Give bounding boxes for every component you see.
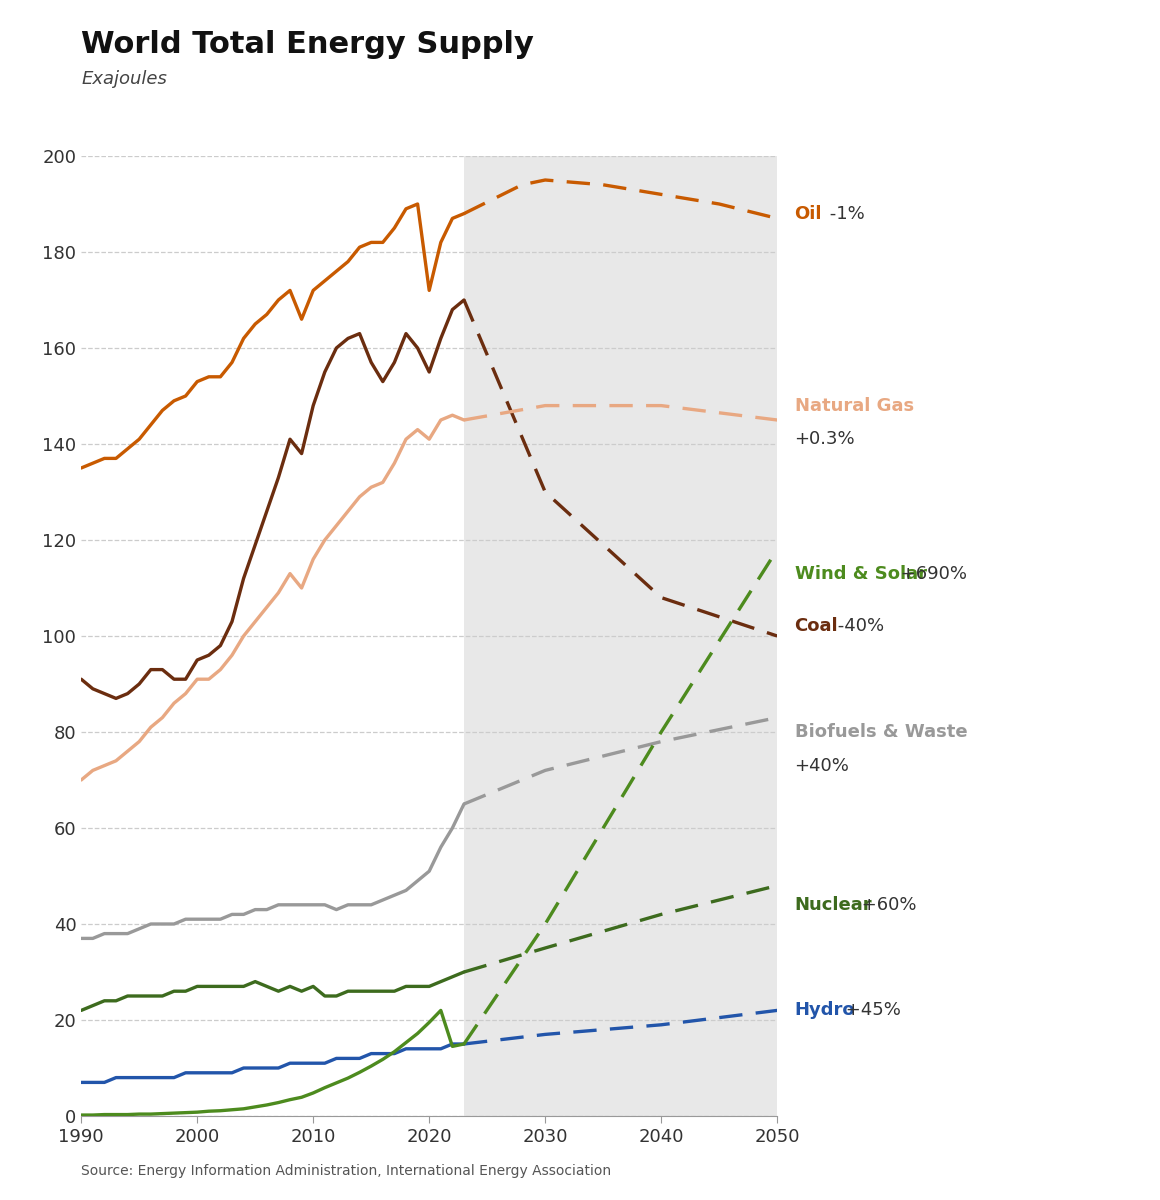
Text: Wind & Solar: Wind & Solar <box>795 565 927 582</box>
Text: Hydro: Hydro <box>795 1001 855 1019</box>
Text: +0.3%: +0.3% <box>795 430 855 448</box>
Text: +690%: +690% <box>896 565 967 582</box>
Text: -40%: -40% <box>832 617 884 636</box>
Text: +40%: +40% <box>795 756 849 775</box>
Text: +45%: +45% <box>840 1001 900 1019</box>
Text: Biofuels & Waste: Biofuels & Waste <box>795 722 967 740</box>
Text: Oil: Oil <box>795 204 822 222</box>
Text: Exajoules: Exajoules <box>81 70 167 88</box>
Text: Natural Gas: Natural Gas <box>795 396 914 414</box>
Text: Nuclear: Nuclear <box>795 895 872 914</box>
Text: -1%: -1% <box>824 204 865 222</box>
Text: Coal: Coal <box>795 617 839 636</box>
Text: Source: Energy Information Administration, International Energy Association: Source: Energy Information Administratio… <box>81 1164 611 1178</box>
Text: World Total Energy Supply: World Total Energy Supply <box>81 30 534 59</box>
Bar <box>464 156 777 1116</box>
Text: +60%: +60% <box>856 895 916 914</box>
